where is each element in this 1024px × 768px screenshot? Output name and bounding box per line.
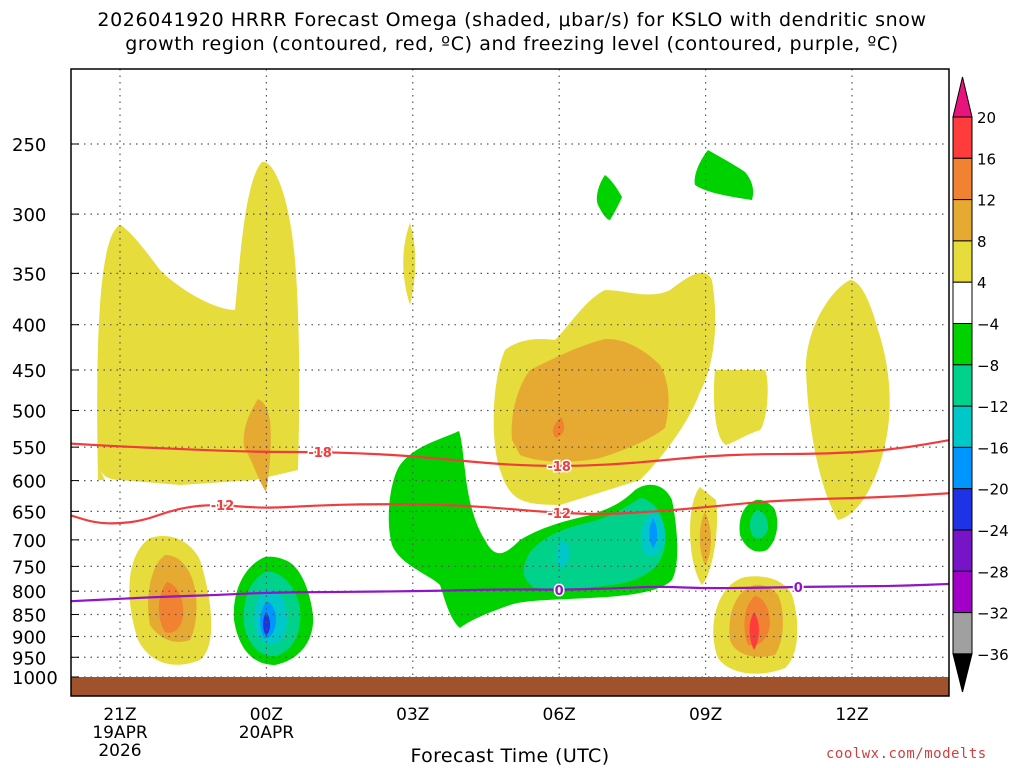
- contour-line: [71, 492, 949, 525]
- x-tick-sublabel: 19APR: [92, 723, 148, 743]
- x-tick-label: 09Z: [689, 705, 722, 725]
- omega-region-weak-sinking-4: [694, 150, 754, 200]
- grid-lines: [71, 69, 949, 696]
- y-tick-label: 350: [12, 264, 46, 285]
- omega-region-moderate-sinking-3: [749, 510, 768, 539]
- colorbar-box: [952, 157, 973, 201]
- y-tick-label: 450: [12, 361, 46, 382]
- y-tick-label: 250: [12, 135, 46, 156]
- colorbar-label: −8: [977, 357, 999, 375]
- colorbar-label: −32: [977, 605, 1009, 623]
- colorbar-label: −4: [977, 316, 999, 334]
- y-tick-label: 400: [12, 316, 46, 337]
- colorbar-label: −20: [977, 481, 1009, 499]
- ground-bar: [71, 677, 949, 696]
- colorbar-box: [952, 281, 973, 325]
- contour-label: 0: [794, 581, 803, 596]
- contour-line: [71, 439, 949, 468]
- x-tick-label: 12Z: [835, 705, 868, 725]
- contour-label: -12: [547, 507, 571, 522]
- colorbar-label: −16: [977, 439, 1009, 457]
- colorbar-box: [952, 116, 973, 159]
- y-tick-label: 600: [12, 472, 46, 493]
- y-tick-label: 750: [12, 557, 46, 578]
- y-tick-label: 700: [12, 531, 46, 552]
- colorbar: 20 16 12 8 4 −4 −8 −12 −16 −20 −24 −28 −32 −36: [952, 76, 1009, 693]
- x-tick-label: 06Z: [543, 705, 576, 725]
- colorbar-label: 4: [977, 274, 987, 292]
- colorbar-bottom-arrow: [952, 653, 973, 693]
- omega-region-weak-sinking-3: [596, 175, 622, 220]
- omega-region-moderate-rising-1: [243, 399, 271, 492]
- contour-label: -12: [211, 499, 235, 514]
- colorbar-label: −12: [977, 398, 1009, 416]
- ground-fill: [71, 677, 949, 696]
- x-tick-sublabel: 20APR: [239, 723, 295, 743]
- colorbar-box: [952, 323, 973, 366]
- omega-shading: [97, 150, 890, 674]
- y-tick-label: 650: [12, 502, 46, 523]
- colorbar-box: [952, 612, 973, 655]
- omega-region-very-strong-rising: [749, 612, 759, 650]
- y-tick-label: 300: [12, 205, 46, 226]
- omega-region-strong-rising-3: [552, 417, 565, 438]
- colorbar-box: [952, 364, 973, 407]
- omega-region-very-strong-sinking-1: [649, 518, 658, 548]
- contour-label: -18: [547, 460, 571, 475]
- contour-line: [71, 582, 949, 603]
- colorbar-box: [952, 199, 973, 242]
- y-axis: 2503003504004505005506006507007508008509…: [12, 135, 79, 689]
- contour-lines: -18 -18 -12 -12 0 0: [71, 439, 949, 603]
- omega-region-weak-rising-1: [97, 161, 300, 485]
- x-tick-label: 21Z: [103, 705, 136, 725]
- colorbar-label: −28: [977, 563, 1009, 581]
- x-tick-label: 00Z: [250, 705, 283, 725]
- omega-region-moderate-rising-2: [511, 338, 669, 462]
- chart-title-line2: growth region (contoured, red, ºC) and f…: [125, 33, 899, 55]
- omega-region-strong-sinking-3: [556, 540, 570, 568]
- colorbar-label: −36: [977, 646, 1009, 664]
- y-tick-label: 850: [12, 606, 46, 627]
- plot-frame: [70, 68, 950, 697]
- omega-region-weak-rising-3: [403, 223, 416, 305]
- colorbar-label: 12: [977, 192, 996, 210]
- omega-region-weak-rising-8: [805, 280, 890, 520]
- contour-label: -18: [308, 446, 332, 461]
- colorbar-box: [952, 240, 973, 283]
- colorbar-box: [952, 570, 973, 614]
- colorbar-label: −24: [977, 522, 1009, 540]
- x-tick-sublabel: 2026: [98, 741, 141, 761]
- omega-region-extreme-sinking: [263, 612, 271, 635]
- y-tick-label: 900: [12, 627, 46, 648]
- y-tick-label: 550: [12, 438, 46, 459]
- y-tick-label: 1000: [12, 668, 58, 689]
- chart-title-line1: 2026041920 HRRR Forecast Omega (shaded, …: [97, 9, 927, 31]
- y-tick-label: 800: [12, 582, 46, 603]
- y-tick-label: 950: [12, 648, 46, 669]
- colorbar-label: 20: [977, 109, 996, 127]
- colorbar-box: [952, 446, 973, 490]
- x-axis-title: Forecast Time (UTC): [410, 745, 610, 767]
- colorbar-box: [952, 405, 973, 448]
- y-tick-label: 500: [12, 402, 46, 423]
- omega-region-strong-rising-1: [158, 582, 184, 633]
- contour-label: 0: [555, 584, 564, 599]
- omega-region-weak-rising-5: [713, 370, 768, 445]
- x-tick-label: 03Z: [396, 705, 429, 725]
- colorbar-top-arrow: [952, 76, 973, 118]
- colorbar-box: [952, 529, 973, 572]
- colorbar-box: [952, 488, 973, 531]
- credit-text: coolwx.com/modelts: [826, 746, 987, 762]
- colorbar-label: 16: [977, 150, 996, 168]
- colorbar-label: 8: [977, 233, 987, 251]
